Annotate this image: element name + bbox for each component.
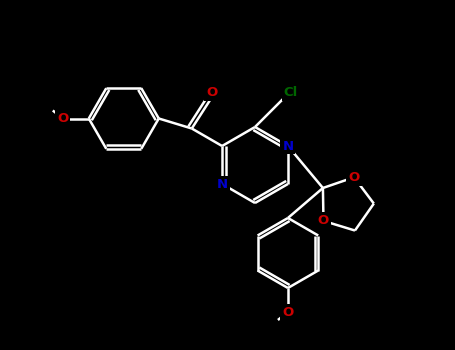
- Text: O: O: [206, 86, 217, 99]
- Text: N: N: [217, 177, 228, 190]
- Text: Cl: Cl: [284, 86, 298, 99]
- Text: O: O: [282, 306, 293, 318]
- Text: N: N: [283, 140, 293, 153]
- Text: O: O: [57, 112, 68, 125]
- Text: O: O: [349, 171, 359, 184]
- Text: O: O: [318, 215, 329, 228]
